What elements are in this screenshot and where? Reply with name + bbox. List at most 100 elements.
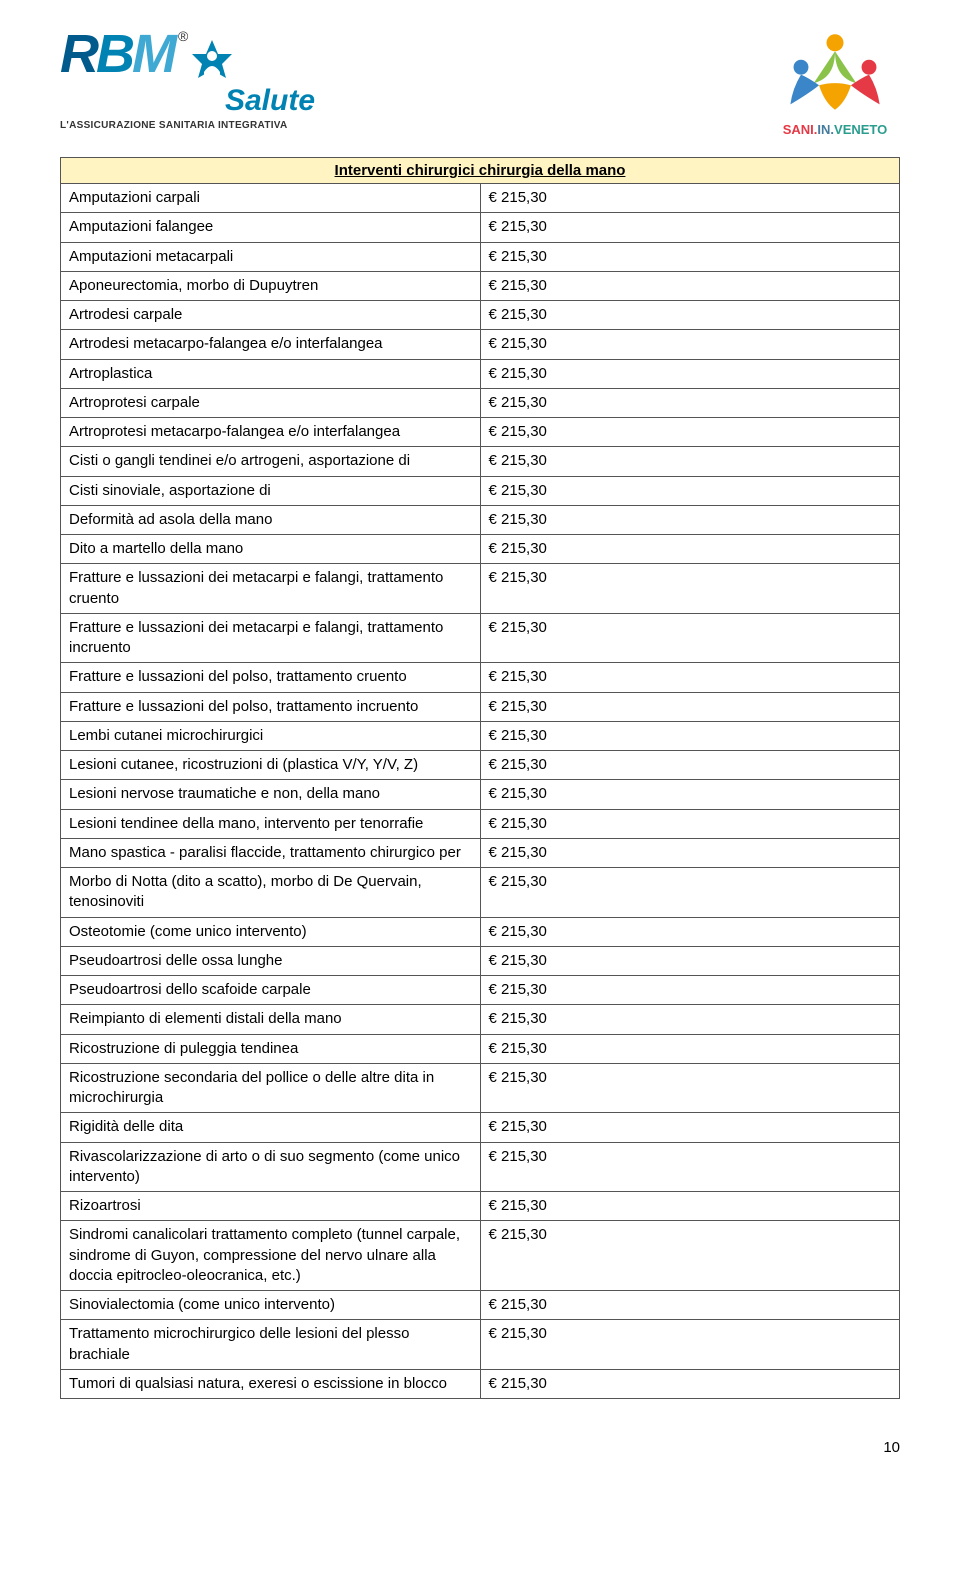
table-row: Fratture e lussazioni del polso, trattam… <box>61 663 900 692</box>
procedure-value: € 215,30 <box>480 1063 900 1113</box>
table-row: Lembi cutanei microchirurgici€ 215,30 <box>61 721 900 750</box>
procedure-label: Lesioni nervose traumatiche e non, della… <box>61 780 481 809</box>
table-row: Reimpianto di elementi distali della man… <box>61 1005 900 1034</box>
procedure-value: € 215,30 <box>480 242 900 271</box>
procedure-label: Pseudoartrosi delle ossa lunghe <box>61 946 481 975</box>
procedure-label: Tumori di qualsiasi natura, exeresi o es… <box>61 1369 481 1398</box>
procedure-label: Artroplastica <box>61 359 481 388</box>
table-row: Fratture e lussazioni dei metacarpi e fa… <box>61 613 900 663</box>
table-row: Amputazioni falangee€ 215,30 <box>61 213 900 242</box>
table-row: Rigidità delle dita€ 215,30 <box>61 1113 900 1142</box>
table-row: Fratture e lussazioni del polso, trattam… <box>61 692 900 721</box>
procedure-value: € 215,30 <box>480 1291 900 1320</box>
procedure-value: € 215,30 <box>480 663 900 692</box>
procedure-value: € 215,30 <box>480 418 900 447</box>
table-row: Lesioni tendinee della mano, intervento … <box>61 809 900 838</box>
procedure-value: € 215,30 <box>480 476 900 505</box>
procedure-value: € 215,30 <box>480 751 900 780</box>
page-header: RBM® Salute L'ASSICURAZIONE SANITARIA IN… <box>60 30 900 137</box>
procedure-label: Fratture e lussazioni dei metacarpi e fa… <box>61 613 481 663</box>
procedure-label: Fratture e lussazioni del polso, trattam… <box>61 692 481 721</box>
table-row: Rivascolarizzazione di arto o di suo seg… <box>61 1142 900 1192</box>
procedure-value: € 215,30 <box>480 505 900 534</box>
table-row: Artroprotesi metacarpo-falangea e/o inte… <box>61 418 900 447</box>
logo-tagline: L'ASSICURAZIONE SANITARIA INTEGRATIVA <box>60 120 360 131</box>
procedure-label: Trattamento microchirurgico delle lesion… <box>61 1320 481 1370</box>
procedure-value: € 215,30 <box>480 613 900 663</box>
procedure-label: Amputazioni carpali <box>61 184 481 213</box>
logo-letter: R <box>60 24 96 84</box>
procedure-label: Sindromi canalicolari trattamento comple… <box>61 1221 481 1291</box>
procedure-value: € 215,30 <box>480 213 900 242</box>
logo-letter: B <box>96 24 132 84</box>
table-row: Fratture e lussazioni dei metacarpi e fa… <box>61 564 900 614</box>
table-row: Lesioni cutanee, ricostruzioni di (plast… <box>61 751 900 780</box>
table-row: Osteotomie (come unico intervento)€ 215,… <box>61 917 900 946</box>
procedure-label: Reimpianto di elementi distali della man… <box>61 1005 481 1034</box>
table-row: Pseudoartrosi dello scafoide carpale€ 21… <box>61 976 900 1005</box>
procedure-value: € 215,30 <box>480 447 900 476</box>
logo-rbm-salute: RBM® Salute L'ASSICURAZIONE SANITARIA IN… <box>60 30 360 131</box>
procedure-value: € 215,30 <box>480 946 900 975</box>
procedure-label: Rigidità delle dita <box>61 1113 481 1142</box>
table-row: Pseudoartrosi delle ossa lunghe€ 215,30 <box>61 946 900 975</box>
table-row: Dito a martello della mano€ 215,30 <box>61 535 900 564</box>
table-row: Amputazioni metacarpali€ 215,30 <box>61 242 900 271</box>
procedure-value: € 215,30 <box>480 868 900 918</box>
page-number: 10 <box>60 1439 900 1456</box>
procedures-table: Interventi chirurgici chirurgia della ma… <box>60 157 900 1399</box>
procedure-value: € 215,30 <box>480 1113 900 1142</box>
procedure-value: € 215,30 <box>480 1192 900 1221</box>
logo-text-part: IN. <box>817 122 834 137</box>
procedure-value: € 215,30 <box>480 1369 900 1398</box>
table-row: Cisti sinoviale, asportazione di€ 215,30 <box>61 476 900 505</box>
procedure-value: € 215,30 <box>480 1320 900 1370</box>
table-row: Tumori di qualsiasi natura, exeresi o es… <box>61 1369 900 1398</box>
procedure-value: € 215,30 <box>480 535 900 564</box>
procedure-value: € 215,30 <box>480 809 900 838</box>
procedure-value: € 215,30 <box>480 917 900 946</box>
procedure-value: € 215,30 <box>480 330 900 359</box>
star-person-icon <box>182 32 242 92</box>
procedure-label: Aponeurectomia, morbo di Dupuytren <box>61 271 481 300</box>
procedure-value: € 215,30 <box>480 388 900 417</box>
table-row: Morbo di Notta (dito a scatto), morbo di… <box>61 868 900 918</box>
procedure-label: Fratture e lussazioni dei metacarpi e fa… <box>61 564 481 614</box>
table-row: Rizoartrosi€ 215,30 <box>61 1192 900 1221</box>
logo-text-part: VENETO <box>834 122 887 137</box>
procedure-value: € 215,30 <box>480 1221 900 1291</box>
procedure-value: € 215,30 <box>480 692 900 721</box>
procedure-label: Amputazioni metacarpali <box>61 242 481 271</box>
table-row: Aponeurectomia, morbo di Dupuytren€ 215,… <box>61 271 900 300</box>
table-row: Mano spastica - paralisi flaccide, tratt… <box>61 838 900 867</box>
table-row: Trattamento microchirurgico delle lesion… <box>61 1320 900 1370</box>
logo-letter: M <box>132 24 174 84</box>
procedure-label: Lembi cutanei microchirurgici <box>61 721 481 750</box>
procedure-value: € 215,30 <box>480 301 900 330</box>
table-row: Artrodesi carpale€ 215,30 <box>61 301 900 330</box>
table-row: Deformità ad asola della mano€ 215,30 <box>61 505 900 534</box>
procedure-label: Fratture e lussazioni del polso, trattam… <box>61 663 481 692</box>
procedure-label: Artroprotesi carpale <box>61 388 481 417</box>
procedure-value: € 215,30 <box>480 721 900 750</box>
procedure-label: Lesioni cutanee, ricostruzioni di (plast… <box>61 751 481 780</box>
table-row: Sinovialectomia (come unico intervento)€… <box>61 1291 900 1320</box>
table-row: Artroprotesi carpale€ 215,30 <box>61 388 900 417</box>
procedure-label: Artrodesi carpale <box>61 301 481 330</box>
procedure-value: € 215,30 <box>480 1034 900 1063</box>
procedure-value: € 215,30 <box>480 359 900 388</box>
procedure-value: € 215,30 <box>480 271 900 300</box>
table-row: Artrodesi metacarpo-falangea e/o interfa… <box>61 330 900 359</box>
logo-sani-in-veneto: SANI.IN.VENETO <box>770 30 900 137</box>
procedure-label: Cisti o gangli tendinei e/o artrogeni, a… <box>61 447 481 476</box>
procedure-value: € 215,30 <box>480 1142 900 1192</box>
table-row: Cisti o gangli tendinei e/o artrogeni, a… <box>61 447 900 476</box>
procedure-label: Dito a martello della mano <box>61 535 481 564</box>
procedure-value: € 215,30 <box>480 976 900 1005</box>
table-row: Amputazioni carpali€ 215,30 <box>61 184 900 213</box>
procedure-value: € 215,30 <box>480 838 900 867</box>
procedure-value: € 215,30 <box>480 780 900 809</box>
procedure-label: Sinovialectomia (come unico intervento) <box>61 1291 481 1320</box>
procedure-label: Lesioni tendinee della mano, intervento … <box>61 809 481 838</box>
table-row: Ricostruzione di puleggia tendinea€ 215,… <box>61 1034 900 1063</box>
